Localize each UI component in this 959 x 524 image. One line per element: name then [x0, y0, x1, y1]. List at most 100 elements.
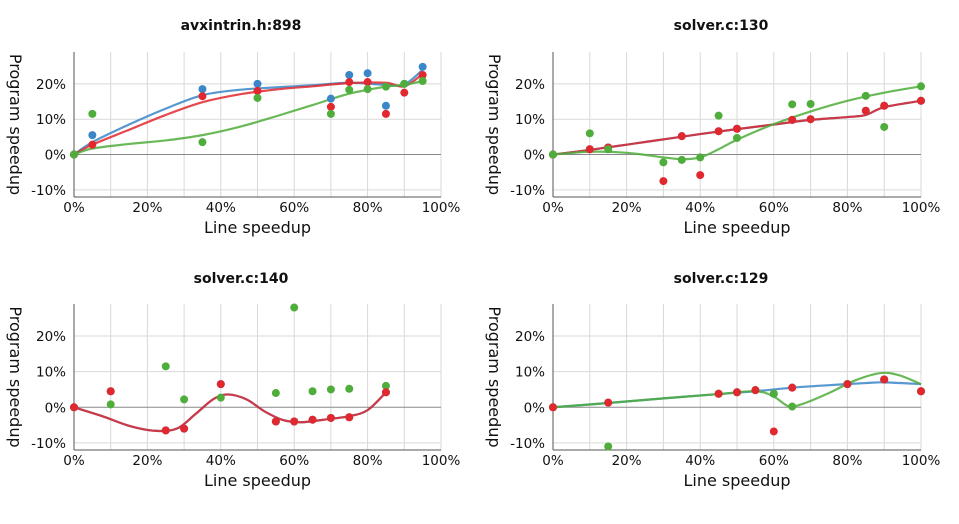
data-point-blue: [88, 131, 97, 140]
data-point-green: [326, 385, 335, 394]
y-tick-label: -10%: [510, 436, 545, 452]
data-point-green: [345, 85, 354, 94]
y-axis-label: Program speedup: [6, 54, 25, 195]
data-point-green: [106, 400, 115, 409]
data-point-red: [381, 109, 390, 118]
x-tick-label: 20%: [612, 453, 642, 469]
chart-title: solver.c:129: [674, 271, 769, 287]
x-tick-label: 60%: [759, 453, 789, 469]
y-tick-label: 10%: [515, 112, 545, 128]
data-point-green: [585, 129, 594, 138]
data-point-blue: [418, 62, 427, 71]
data-point-green: [880, 122, 889, 131]
series-curve-green: [552, 85, 922, 161]
data-point-red: [714, 389, 723, 398]
x-tick-label: 40%: [685, 453, 715, 469]
data-point-green: [714, 111, 723, 120]
data-point-green: [198, 138, 207, 147]
data-point-red: [788, 383, 797, 392]
y-tick-label: 0%: [524, 148, 546, 164]
x-tick-label: 0%: [542, 453, 564, 469]
data-point-red: [363, 78, 372, 87]
y-tick-label: 20%: [36, 329, 66, 345]
data-point-green: [363, 85, 372, 94]
data-point-red: [161, 426, 170, 435]
data-point-green: [806, 99, 815, 108]
data-point-blue: [381, 101, 390, 110]
x-tick-label: 20%: [132, 453, 162, 469]
data-point-red: [106, 387, 115, 396]
data-point-green: [917, 82, 925, 91]
y-axis-label: Program speedup: [6, 306, 25, 447]
x-tick-label: 80%: [832, 200, 862, 216]
x-tick-label: 0%: [63, 200, 85, 216]
y-tick-label: -10%: [510, 183, 545, 199]
data-point-green: [696, 153, 705, 162]
x-axis-label: Line speedup: [204, 471, 311, 490]
data-point-blue: [345, 70, 354, 79]
data-point-green: [161, 362, 170, 371]
data-point-red: [696, 171, 705, 180]
data-point-red: [677, 132, 686, 141]
data-point-red: [70, 403, 78, 412]
x-tick-label: 0%: [542, 200, 564, 216]
data-point-red: [345, 413, 354, 422]
data-point-red: [216, 380, 225, 389]
x-tick-label: 80%: [832, 453, 862, 469]
data-point-green: [769, 389, 778, 398]
x-axis-label: Line speedup: [683, 218, 790, 237]
data-point-red: [604, 398, 613, 407]
x-tick-label: 80%: [353, 200, 383, 216]
data-point-green: [308, 387, 317, 396]
y-tick-label: 20%: [515, 77, 545, 93]
x-tick-label: 100%: [902, 200, 941, 216]
data-point-red: [308, 415, 317, 424]
data-point-red: [418, 70, 427, 79]
x-tick-label: 40%: [206, 453, 236, 469]
data-point-red: [326, 413, 335, 422]
data-point-green: [788, 402, 797, 411]
data-point-red: [843, 380, 852, 389]
y-tick-label: 0%: [45, 400, 67, 416]
x-tick-label: 40%: [206, 200, 236, 216]
data-point-green: [659, 158, 668, 167]
data-point-red: [714, 127, 723, 136]
data-point-green: [381, 82, 390, 91]
x-tick-label: 40%: [685, 200, 715, 216]
data-point-red: [917, 387, 925, 396]
data-point-red: [733, 388, 741, 397]
data-point-green: [418, 77, 427, 85]
data-point-green: [290, 303, 299, 312]
y-tick-label: -10%: [31, 436, 66, 452]
data-point-green: [88, 109, 97, 118]
chart-title: avxintrin.h:898: [181, 18, 302, 34]
series-curve-red: [552, 99, 922, 156]
data-point-blue: [326, 94, 335, 103]
data-point-green: [604, 145, 613, 154]
data-point-green: [180, 395, 189, 404]
data-point-blue: [363, 69, 372, 78]
series-curve-red: [73, 391, 387, 433]
y-axis-label: Program speedup: [485, 306, 504, 447]
data-point-green: [271, 389, 280, 398]
data-point-red: [806, 115, 815, 124]
data-point-green: [549, 150, 557, 159]
data-point-red: [381, 388, 390, 397]
data-point-green: [345, 384, 354, 393]
data-point-red: [198, 92, 207, 101]
y-tick-label: 10%: [36, 365, 66, 381]
data-point-green: [70, 150, 78, 159]
chart-title: solver.c:140: [194, 271, 289, 287]
y-tick-label: 0%: [524, 400, 546, 416]
data-point-green: [381, 381, 390, 390]
y-tick-label: 20%: [515, 329, 545, 345]
y-tick-label: -10%: [31, 183, 66, 199]
data-point-red: [880, 375, 889, 384]
data-point-red: [917, 96, 925, 105]
data-point-red: [659, 177, 668, 186]
chart-title: solver.c:130: [674, 18, 769, 34]
y-tick-label: 10%: [36, 112, 66, 128]
